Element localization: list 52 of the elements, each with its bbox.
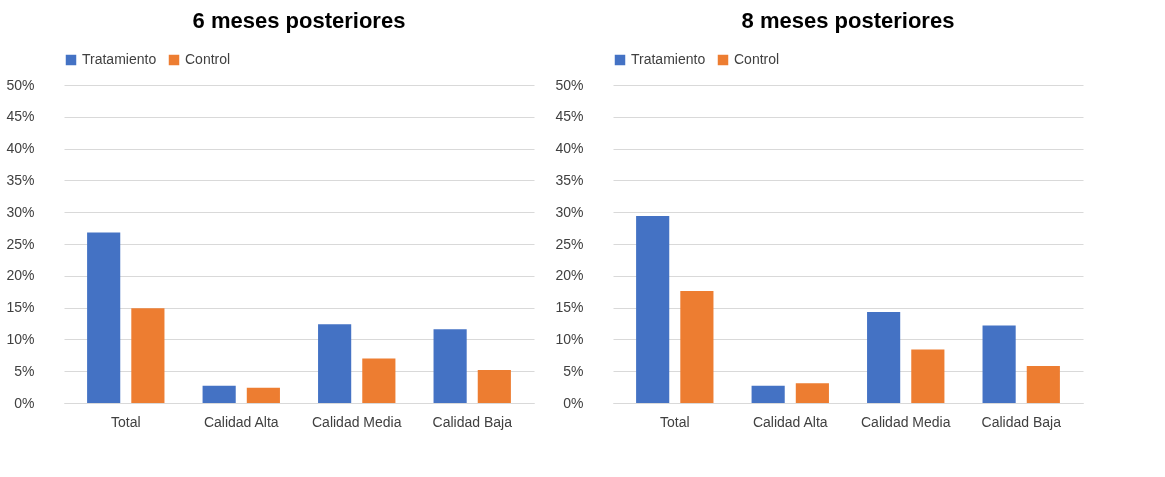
- bar: [362, 358, 396, 403]
- y-tick-label: 40%: [555, 140, 584, 157]
- bar: [1026, 366, 1060, 403]
- bar: [131, 308, 165, 403]
- legend-label: Tratamiento: [631, 51, 706, 67]
- y-tick-label: 45%: [555, 108, 584, 125]
- chart-title: 6 meses posteriores: [192, 8, 406, 33]
- x-tick-label: Calidad Media: [860, 413, 951, 430]
- bar: [751, 385, 785, 403]
- y-tick-label: 10%: [6, 330, 35, 347]
- y-tick-label: 0%: [563, 394, 584, 411]
- y-tick-label: 35%: [6, 171, 35, 188]
- bar: [982, 325, 1016, 403]
- bar: [87, 232, 121, 403]
- bar: [636, 216, 670, 403]
- y-tick-label: 25%: [6, 235, 35, 252]
- y-tick-label: 45%: [6, 108, 35, 125]
- y-tick-label: 5%: [563, 362, 584, 379]
- bar: [477, 369, 511, 403]
- legend-label: Tratamiento: [82, 51, 157, 67]
- bar: [318, 324, 352, 403]
- bar: [867, 312, 901, 403]
- bar: [202, 385, 236, 403]
- x-tick-label: Calidad Media: [311, 413, 402, 430]
- chart-title: 8 meses posteriores: [741, 8, 955, 33]
- y-tick-label: 35%: [555, 171, 584, 188]
- bar: [433, 329, 467, 403]
- bar: [246, 387, 280, 403]
- y-tick-label: 50%: [6, 76, 35, 93]
- x-tick-label: Calidad Baja: [432, 413, 513, 430]
- x-tick-label: Total: [110, 413, 141, 430]
- y-tick-label: 30%: [555, 203, 584, 220]
- x-tick-label: Calidad Alta: [752, 413, 828, 430]
- y-tick-label: 50%: [555, 76, 584, 93]
- x-tick-label: Total: [659, 413, 690, 430]
- y-tick-label: 10%: [555, 330, 584, 347]
- x-tick-label: Calidad Alta: [203, 413, 279, 430]
- bar: [911, 349, 945, 403]
- legend-label: Control: [185, 51, 231, 67]
- x-tick-label: Calidad Baja: [981, 413, 1062, 430]
- y-tick-label: 40%: [6, 140, 35, 157]
- legend-label: Control: [734, 51, 780, 67]
- y-tick-label: 20%: [555, 267, 584, 284]
- y-tick-label: 30%: [6, 203, 35, 220]
- y-tick-label: 25%: [555, 235, 584, 252]
- bar: [795, 383, 829, 403]
- y-tick-label: 15%: [555, 299, 584, 316]
- y-tick-label: 20%: [6, 267, 35, 284]
- y-tick-label: 15%: [6, 299, 35, 316]
- y-tick-label: 0%: [14, 394, 35, 411]
- y-tick-label: 5%: [14, 362, 35, 379]
- bar: [680, 291, 714, 403]
